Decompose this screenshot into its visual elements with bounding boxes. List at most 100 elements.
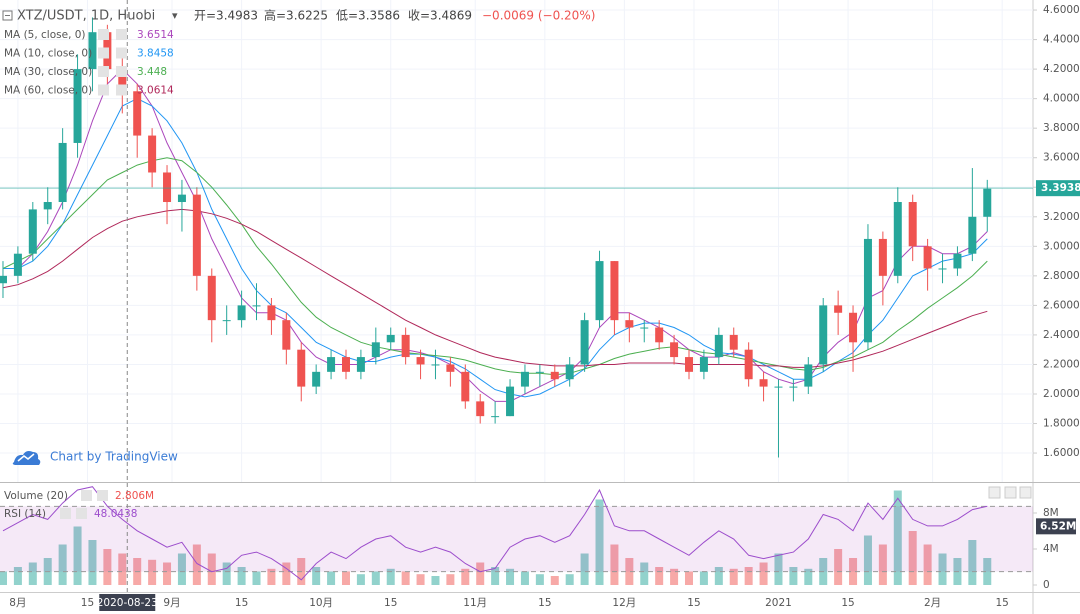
rsi-legend-value: 48.0438 bbox=[94, 508, 137, 520]
candle-body bbox=[356, 357, 365, 372]
ma-legend-value: 3.0614 bbox=[137, 85, 174, 97]
symbol-dropdown[interactable]: ▾ bbox=[172, 9, 178, 22]
ma-line bbox=[2, 208, 988, 368]
candle-body bbox=[73, 69, 82, 143]
ma-settings[interactable] bbox=[98, 84, 109, 96]
volume-bar bbox=[774, 553, 783, 585]
pane-up[interactable] bbox=[988, 486, 1001, 499]
volume-tick-label: 8M bbox=[1043, 507, 1059, 519]
candle-body bbox=[88, 32, 97, 70]
volume-bar bbox=[476, 562, 485, 585]
volume-bar bbox=[282, 562, 291, 585]
candle-body bbox=[118, 69, 127, 92]
candle-body bbox=[983, 188, 992, 217]
y-tick-label: 2.4000 bbox=[1043, 329, 1080, 341]
volume-settings[interactable] bbox=[81, 490, 92, 501]
candle-body bbox=[461, 371, 470, 402]
volume-legend-value: 2.806M bbox=[115, 490, 154, 502]
volume-bar bbox=[684, 571, 693, 585]
volume-bar bbox=[88, 540, 97, 585]
candle-body bbox=[968, 216, 977, 254]
volume-bar bbox=[610, 544, 619, 585]
candle-body bbox=[759, 379, 768, 387]
rsi-settings[interactable] bbox=[60, 508, 71, 519]
volume-close[interactable] bbox=[97, 490, 108, 501]
volume-bar bbox=[401, 571, 410, 585]
volume-bar bbox=[565, 574, 574, 585]
x-tick-label: 10月 bbox=[309, 597, 333, 609]
ma-close[interactable] bbox=[116, 66, 127, 77]
y-tick-label: 1.8000 bbox=[1043, 418, 1080, 430]
volume-bar bbox=[28, 562, 37, 585]
candle-body bbox=[207, 275, 216, 321]
watermark[interactable]: Chart by TradingView bbox=[50, 450, 178, 464]
volume-bar bbox=[968, 540, 977, 585]
ohlc-low: 低=3.3586 bbox=[336, 9, 400, 23]
volume-bar bbox=[595, 499, 604, 585]
price-pane bbox=[0, 0, 1033, 482]
candle-body bbox=[431, 364, 440, 366]
volume-bar bbox=[148, 559, 157, 585]
candle-body bbox=[476, 401, 485, 417]
ma-close[interactable] bbox=[116, 47, 127, 59]
ma-close[interactable] bbox=[116, 29, 127, 40]
candle-body bbox=[893, 202, 902, 276]
x-tick-label: 2月 bbox=[924, 597, 941, 609]
collapse-icon[interactable] bbox=[2, 10, 13, 21]
pane-maximize[interactable] bbox=[1004, 486, 1017, 499]
ma-close[interactable] bbox=[116, 84, 127, 96]
volume-bar bbox=[207, 553, 216, 585]
volume-bar bbox=[670, 568, 679, 585]
y-tick-label: 4.4000 bbox=[1043, 34, 1080, 46]
x-tick-label: 15 bbox=[81, 597, 94, 609]
ma-settings[interactable] bbox=[98, 66, 109, 77]
candle-body bbox=[625, 320, 634, 328]
volume-bar bbox=[446, 574, 455, 585]
candle-body bbox=[252, 305, 261, 307]
candle-body bbox=[878, 238, 887, 276]
candle-body bbox=[953, 253, 962, 269]
volume-bar bbox=[804, 568, 813, 585]
y-tick-label: 3.8000 bbox=[1043, 122, 1080, 134]
y-tick-label: 4.6000 bbox=[1043, 4, 1080, 16]
x-tick-label: 8月 bbox=[9, 597, 26, 609]
y-tick-label: 3.0000 bbox=[1043, 240, 1080, 252]
candle-body bbox=[938, 268, 947, 270]
pane-close[interactable] bbox=[1019, 486, 1032, 499]
candle-body bbox=[386, 334, 395, 343]
candle-body bbox=[684, 357, 693, 372]
candle-body bbox=[670, 342, 679, 358]
candle-body bbox=[908, 202, 917, 247]
candle-body bbox=[774, 386, 783, 388]
rsi-line bbox=[2, 486, 988, 581]
ma-settings[interactable] bbox=[98, 47, 109, 59]
x-tick-label: 11月 bbox=[463, 597, 487, 609]
volume-bar bbox=[312, 567, 321, 585]
candle-body bbox=[416, 357, 425, 365]
volume-bar bbox=[983, 558, 992, 585]
candle-body bbox=[789, 386, 798, 388]
candle-body bbox=[148, 135, 157, 173]
x-tick-label: 15 bbox=[538, 597, 551, 609]
ma-legend-value: 3.448 bbox=[137, 66, 167, 78]
volume-bar bbox=[714, 567, 723, 585]
volume-marker-label: 6.52M bbox=[1040, 520, 1076, 532]
rsi-close[interactable] bbox=[76, 508, 87, 519]
candle-body bbox=[580, 320, 589, 365]
volume-tick-label: 4M bbox=[1043, 543, 1059, 555]
candle-body bbox=[655, 327, 664, 343]
volume-bar bbox=[535, 574, 544, 585]
volume-tick-label: 0 bbox=[1043, 579, 1050, 591]
indicator-pane bbox=[0, 486, 1033, 585]
candle-body bbox=[58, 142, 67, 203]
candle-body bbox=[13, 253, 22, 276]
volume-bar bbox=[118, 553, 127, 585]
volume-bar bbox=[878, 544, 887, 585]
ma-settings[interactable] bbox=[98, 29, 109, 40]
x-tick-label: 15 bbox=[995, 597, 1008, 609]
x-tick-label: 15 bbox=[235, 597, 248, 609]
y-tick-label: 3.2000 bbox=[1043, 211, 1080, 223]
volume-bar bbox=[431, 576, 440, 585]
candle-body bbox=[282, 320, 291, 350]
